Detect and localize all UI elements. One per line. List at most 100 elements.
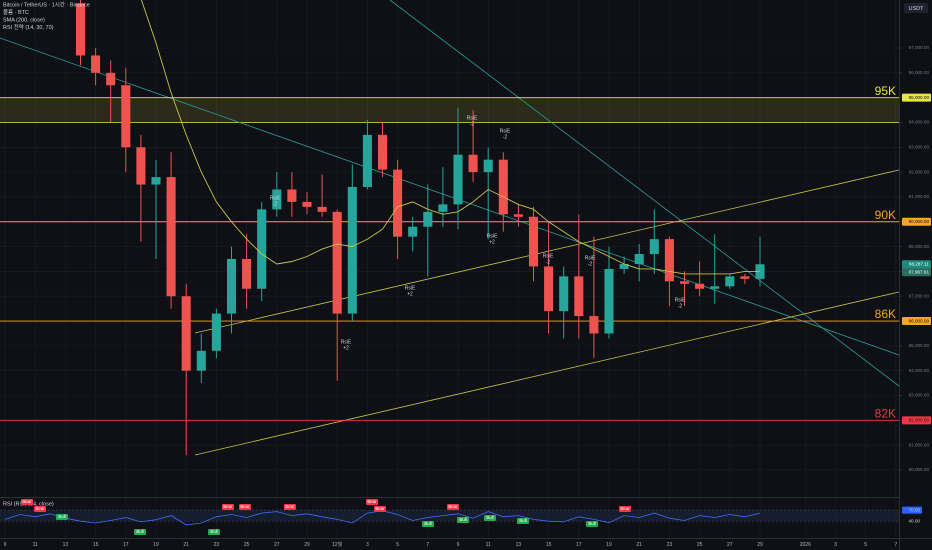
candle-body: [528, 216, 539, 267]
annotation-note: -2: [678, 303, 683, 309]
grid: [0, 0, 899, 538]
x-tick-label: 21: [183, 542, 189, 548]
trend-line: [0, 37, 899, 356]
annotation: RsiE: [341, 339, 352, 345]
rsi-signal-box: [239, 504, 251, 510]
rsi-signal: Bull: [58, 514, 65, 519]
candle-body: [468, 154, 478, 173]
candle-body: [377, 134, 388, 170]
candle-body: [679, 281, 690, 284]
x-tick-label: 15: [93, 542, 99, 548]
level-price-box: [902, 416, 931, 425]
price-tag-label: 88,287.11: [909, 261, 930, 266]
rsi-band: [0, 510, 899, 521]
candle-body: [423, 211, 433, 227]
sma-line: [140, 0, 760, 275]
x-tick-label: 21: [636, 542, 642, 548]
annotation-note: -2: [588, 261, 593, 267]
rsi-signal: Bear: [375, 506, 385, 511]
rsi-signal-box: [134, 529, 146, 535]
axis: 80,000.00 81,000.00 82,000.00 83,000.00 84,0…: [4, 45, 931, 548]
annotation-note: +2: [343, 345, 349, 351]
candle-body: [257, 209, 267, 289]
y-tick-label: 92,000.00: [909, 169, 930, 174]
x-tick-label: 13: [516, 542, 522, 548]
x-tick-label: 13: [63, 542, 69, 548]
annotation: RsiE: [675, 297, 686, 303]
rsi-tick-label: 70.00: [909, 507, 921, 512]
x-tick-label: 19: [153, 542, 159, 548]
currency: USDT: [909, 6, 925, 12]
rsi-signal-box: [366, 499, 378, 505]
rsi-signal-box: [56, 514, 68, 520]
legend-line: Bitcoin / TetherUS · 1시간 · Binance: [3, 0, 90, 8]
rsi-signal: Bull: [210, 529, 217, 534]
x-tick-label: 15: [546, 542, 552, 548]
candle-body: [710, 286, 720, 289]
candle-body: [740, 276, 750, 279]
annotation-note: -2: [503, 134, 508, 140]
legend-line: RSI 전략 (14, 30, 70): [3, 23, 54, 31]
x-tick-label: 29: [304, 542, 310, 548]
x-tick-label: 25: [697, 542, 703, 548]
y-tick-label: 80,000.00: [909, 467, 930, 472]
x-tick-label: 3: [366, 542, 369, 548]
rsi-tick-box: [902, 506, 922, 514]
candle-body: [332, 211, 342, 314]
annotation: RsiE: [487, 233, 498, 239]
overlay: RsiE-2RsiE+2RsiE-2RsiE+2RsiE-2RsiE-2RsiE…: [140, 0, 760, 351]
x-tick-label: 17: [576, 542, 582, 548]
candle-body: [347, 187, 357, 314]
y-tick-label: 85,000.00: [909, 343, 930, 348]
annotation: RsiE: [500, 128, 511, 134]
rsi-signal-box: [374, 506, 386, 512]
rsi-signal: Bear: [285, 504, 295, 509]
level-price-label: 90,000.00: [909, 219, 930, 224]
x-tick-label: 29: [757, 542, 763, 548]
candle-body: [725, 276, 735, 287]
rsi-signal-box: [484, 515, 496, 521]
candle-body: [151, 177, 161, 185]
level-price-box: [902, 317, 931, 326]
trend-lines: [0, 0, 899, 456]
price-tag-label: 87,967.61: [909, 269, 930, 274]
candle-body: [393, 169, 403, 237]
y-tick-label: 81,000.00: [909, 442, 930, 447]
x-tick-label: 27: [274, 542, 280, 548]
x-tick-label: 17: [123, 542, 129, 548]
level-price-label: 95,000.00: [909, 95, 930, 100]
x-tick-label: 9: [457, 542, 460, 548]
x-tick-label: 11: [486, 542, 491, 548]
candle-body: [483, 159, 493, 173]
candle-body: [619, 263, 629, 269]
y-tick-label: 94,000.00: [909, 120, 930, 125]
candle-body: [91, 55, 101, 73]
x-tick-label: 5: [864, 542, 867, 548]
candle-body: [438, 204, 448, 212]
trend-line: [194, 169, 899, 334]
annotation: RsiE: [467, 115, 478, 121]
x-tick-label: 3: [834, 542, 837, 548]
rsi-signal: Bear: [223, 504, 233, 509]
y-tick-label: 83,000.00: [909, 393, 930, 398]
candle-body: [498, 159, 508, 215]
rsi-signal: Bull: [459, 517, 466, 522]
y-tick-label: 93,000.00: [909, 145, 930, 150]
rsi-signal-box: [284, 504, 296, 510]
rsi-signal-box: [422, 521, 434, 527]
rsi-signal-box: [208, 529, 220, 535]
annotation: RsiE: [270, 195, 281, 201]
annotation: RsiE: [405, 285, 416, 291]
rsi-signal-box: [619, 506, 631, 512]
rsi-signal-box: [517, 518, 529, 524]
x-tick-label: 5: [396, 542, 399, 548]
candle-body: [544, 266, 554, 312]
candle-body: [589, 316, 599, 334]
rsi-signal: Bull: [136, 529, 143, 534]
candle-body: [287, 189, 297, 202]
rsi-signal: Bear: [240, 504, 250, 509]
x-tick-label: 23: [667, 542, 673, 548]
rsi-signal-box: [457, 517, 469, 523]
